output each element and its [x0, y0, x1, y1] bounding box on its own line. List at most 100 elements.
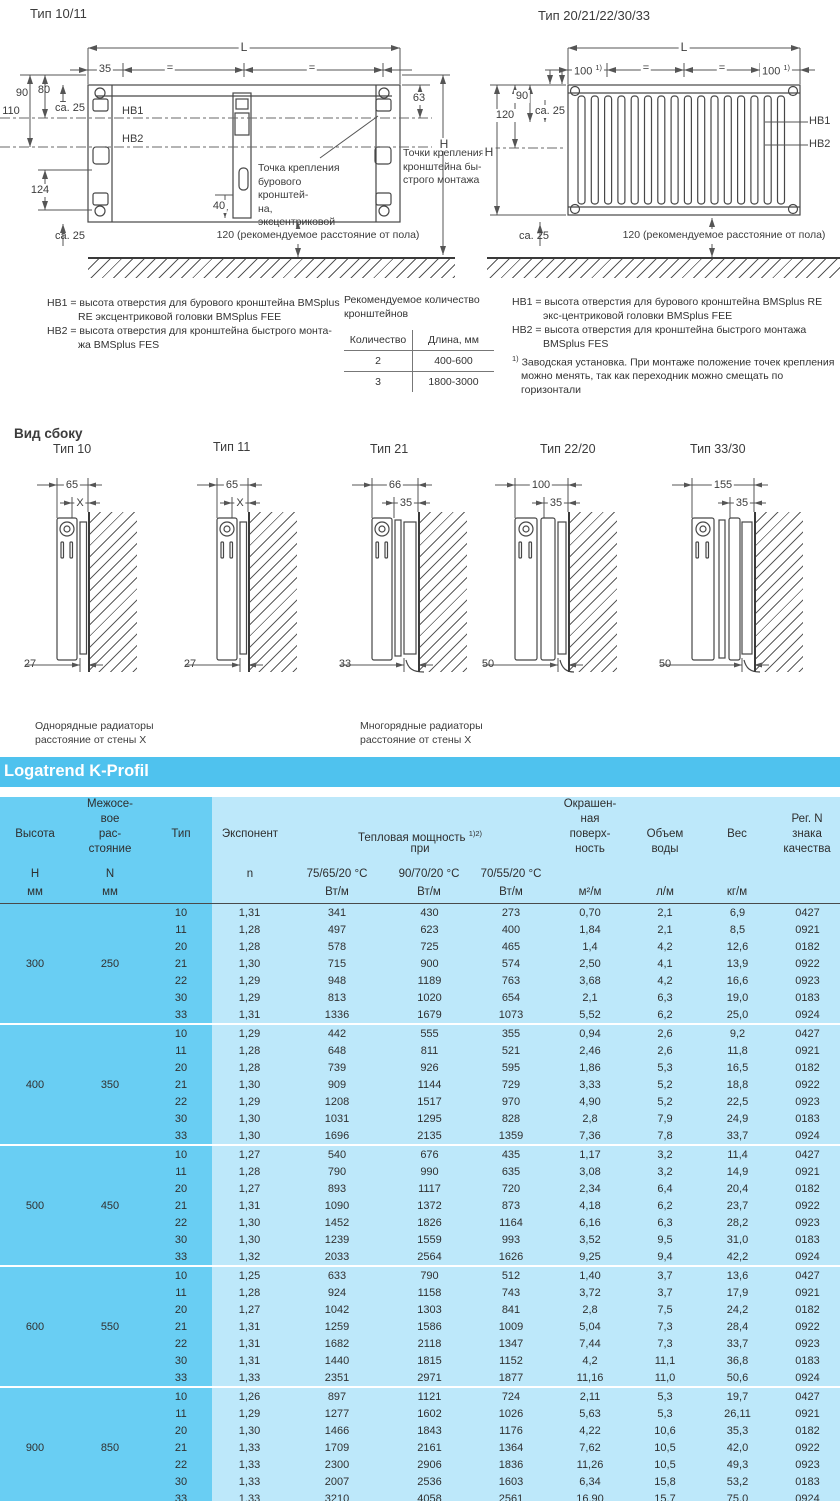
table-row: 11 1,28 924 1158 743 3,72 3,7 17,9 0921 — [150, 1284, 840, 1301]
cell-exponent: 1,29 — [238, 974, 261, 987]
cell-type: 30 — [174, 991, 188, 1004]
side-view-heading: Вид сбоку — [14, 426, 83, 441]
group-rows: 10 1,29 442 555 355 0,94 2,6 9,2 0427 11 1,28 648 81… — [150, 1025, 840, 1144]
cell-surface: 16,90 — [576, 1492, 604, 1501]
table-row: 30 1,31 1440 1815 1152 4,2 11,1 36,8 0183 — [150, 1352, 840, 1369]
col-spacing: стояние — [88, 843, 132, 855]
cell-power-70: 763 — [501, 974, 521, 987]
cell-power-70: 1152 — [499, 1354, 523, 1367]
cell-type: 22 — [174, 1458, 188, 1471]
cell-exponent: 1,29 — [238, 1407, 261, 1420]
hb1-key: HB1 = — [47, 297, 77, 309]
cell-power-70: 273 — [501, 906, 521, 919]
cell-surface: 2,8 — [582, 1303, 598, 1316]
cell-power-75: 1259 — [324, 1320, 350, 1333]
group-height: 500 — [25, 1199, 45, 1212]
cell-power-70: 1603 — [498, 1475, 524, 1488]
cell-type: 21 — [174, 957, 188, 970]
col-temp-90: 90/70/20 °C — [398, 868, 460, 880]
cell-weight: 28,4 — [726, 1320, 749, 1333]
cell-weight: 19,0 — [726, 991, 749, 1004]
cell-surface: 4,2 — [582, 1354, 598, 1367]
cell-power-70: 1877 — [498, 1371, 524, 1384]
side-view-title-22-20: Тип 22/20 — [540, 442, 596, 456]
cell-weight: 53,2 — [726, 1475, 749, 1488]
cell-reg: 0923 — [795, 1458, 820, 1471]
cell-power-75: 739 — [327, 1061, 347, 1074]
hb2-label: HB2 — [122, 133, 144, 145]
cell-exponent: 1,30 — [238, 1129, 261, 1142]
bracket-table-row: 2 400-600 — [344, 351, 494, 372]
cell-volume: 7,3 — [657, 1320, 673, 1333]
cell-reg: 0182 — [795, 1182, 820, 1195]
dim-label-ca25: ca. 25 — [519, 230, 549, 242]
cell-reg: 0183 — [795, 1475, 820, 1488]
cell-power-90: 1117 — [418, 1182, 441, 1195]
side-dim-top: 65 — [223, 479, 241, 492]
cell-power-90: 1295 — [417, 1112, 442, 1125]
cell-exponent: 1,28 — [238, 1165, 261, 1178]
cell-type: 30 — [174, 1233, 188, 1246]
table-row: 30 1,33 2007 2536 1603 6,34 15,8 53,2 0183 — [150, 1473, 840, 1490]
cell-volume: 6,3 — [657, 991, 673, 1004]
cell-volume: 5,3 — [657, 1390, 673, 1403]
cell-power-90: 1559 — [417, 1233, 442, 1246]
bracket-table-header: Количество Длина, мм — [344, 330, 494, 351]
cell-exponent: 1,28 — [238, 1044, 261, 1057]
col-reg: знака — [792, 828, 822, 840]
caption-multi-row: Многорядные радиаторы расстояние от стен… — [360, 720, 483, 746]
side-dim-bottom: 50 — [658, 658, 672, 670]
cell-weight: 8,5 — [729, 923, 746, 936]
cell-type: 21 — [174, 1199, 188, 1212]
cell-volume: 2,6 — [657, 1044, 673, 1057]
cell-surface: 0,70 — [579, 906, 601, 919]
cell-exponent: 1,25 — [238, 1269, 261, 1282]
cell-reg: 0427 — [795, 1269, 820, 1282]
cell-power-90: 1843 — [417, 1424, 442, 1437]
cell-exponent: 1,26 — [238, 1390, 261, 1403]
table-row: 22 1,30 1452 1826 1164 6,16 6,3 28,2 0923 — [150, 1214, 840, 1231]
dim-label-eq: = — [306, 62, 318, 75]
side-view-title-33-30: Тип 33/30 — [690, 442, 746, 456]
cell-power-75: 341 — [327, 906, 347, 919]
dim-label-ca25: ca. 25 — [53, 102, 87, 115]
table-row: 21 1,30 909 1144 729 3,33 5,2 18,8 0922 — [150, 1076, 840, 1093]
cell-surface: 11,26 — [576, 1458, 604, 1471]
cell-type: 10 — [174, 1390, 188, 1403]
cell-power-75: 2300 — [324, 1458, 350, 1471]
cell-type: 22 — [174, 1095, 188, 1108]
cell-power-90: 1020 — [417, 991, 442, 1004]
cell-volume: 3,2 — [657, 1165, 673, 1178]
col-spacing-sym: N — [105, 868, 115, 880]
cell-type: 33 — [174, 1008, 188, 1021]
col-height: Высота — [15, 828, 55, 840]
floor-note: 120 (рекомендуемое расстояние от пола) — [214, 229, 422, 243]
cell-weight: 12,6 — [726, 940, 749, 953]
cell-weight: 42,0 — [726, 1441, 749, 1454]
group-rows: 10 1,26 897 1121 724 2,11 5,3 19,7 0427 11 1,29 127… — [150, 1388, 840, 1501]
cell-weight: 20,4 — [726, 1182, 749, 1195]
cell-exponent: 1,33 — [238, 1492, 261, 1501]
cell-volume: 3,2 — [657, 1148, 673, 1161]
dim-label-110: 110 — [2, 105, 20, 117]
cell-power-75: 2007 — [324, 1475, 350, 1488]
hb2-definition: HB2 = высота отверстия для кронштейна бы… — [512, 324, 839, 351]
cell-exponent: 1,31 — [238, 1199, 261, 1212]
col-power-unit: Вт/м — [417, 886, 441, 898]
col-height-sym: H — [30, 868, 40, 880]
side-dim-mid: 35 — [547, 497, 565, 510]
hb1-key: HB1 = — [512, 296, 542, 308]
cell-power-70: 595 — [501, 1061, 521, 1074]
col-weight-unit: кг/м — [726, 886, 748, 898]
cell-exponent: 1,33 — [238, 1441, 261, 1454]
cell-power-70: 2561 — [498, 1492, 524, 1501]
cell-type: 33 — [174, 1371, 188, 1384]
cell-exponent: 1,31 — [238, 1354, 261, 1367]
side-dim-bottom: 27 — [23, 658, 37, 670]
cell-power-70: 400 — [501, 923, 521, 936]
dim-label-90: 90 — [513, 90, 531, 103]
table-row: 33 1,33 3210 4058 2561 16,90 15,7 75,0 0924 — [150, 1490, 840, 1501]
cell-power-75: 1208 — [324, 1095, 350, 1108]
group-height: 300 — [25, 957, 45, 970]
table-row: 20 1,27 1042 1303 841 2,8 7,5 24,2 0182 — [150, 1301, 840, 1318]
